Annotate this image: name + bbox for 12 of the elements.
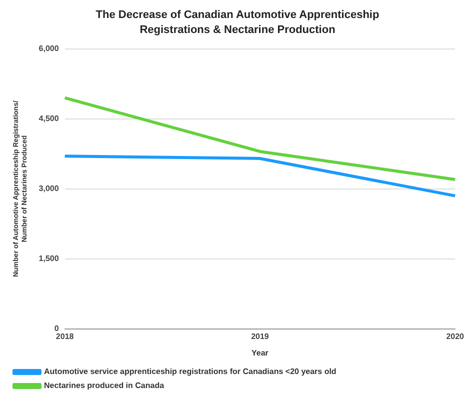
legend-label: Nectarines produced in Canada [44,381,165,390]
x-tick-label: 2018 [56,332,74,341]
x-axis-title: Year [252,348,268,358]
y-tick-label: 1,500 [38,254,60,264]
chart-title: The Decrease of Canadian Automotive Apprenticeship Registrations & Nectarine Production [94,8,380,38]
y-tick-label: 6,000 [38,44,60,54]
x-tick-label: 2020 [446,332,465,341]
y-tick-label: 3,000 [38,184,60,194]
x-tick-label: 2019 [251,332,270,341]
y-tick-label: 4,500 [38,114,60,124]
legend-label: Automotive service apprenticeship registrations for Canadians <20 years old [44,367,336,376]
y-tick-label: 0 [54,324,60,334]
